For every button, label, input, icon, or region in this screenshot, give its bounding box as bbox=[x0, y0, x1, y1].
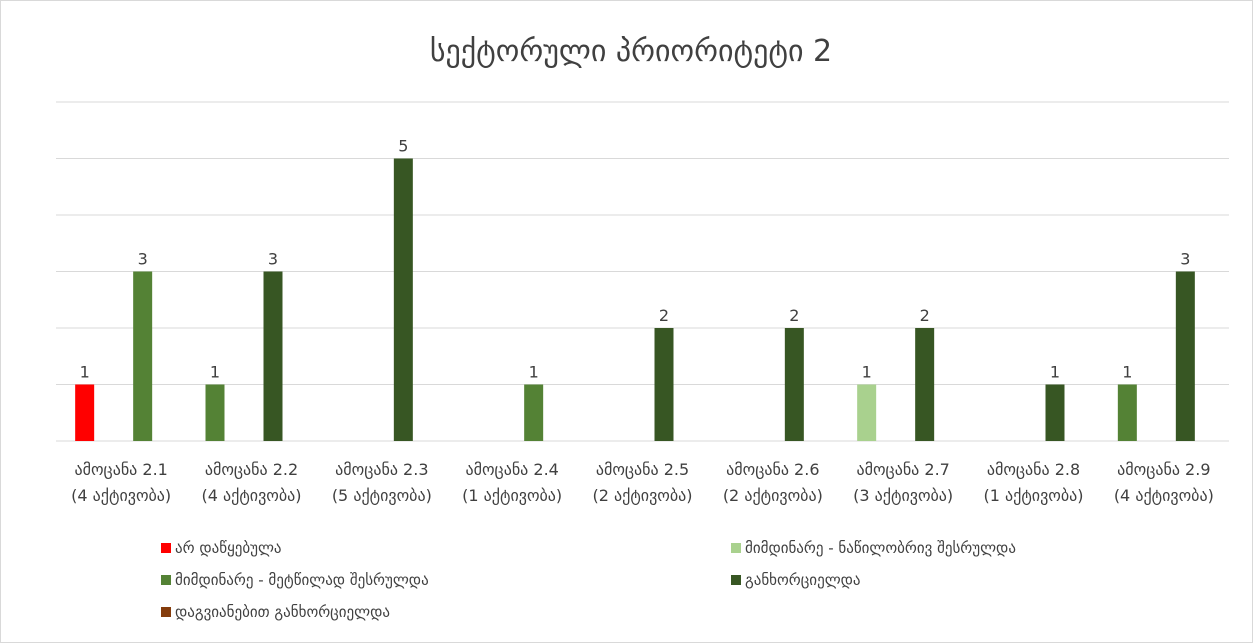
bar bbox=[1045, 384, 1065, 441]
gridlines bbox=[56, 101, 1229, 442]
legend-label: განხორციელდა bbox=[745, 571, 861, 589]
data-label: 1 bbox=[210, 363, 220, 382]
legend: არ დაწყებულა მიმდინარე - ნაწილობრივ შესრუ… bbox=[161, 539, 1016, 621]
category-label: (2 აქტივობა) bbox=[723, 486, 823, 505]
category-label: ამოცანა 2.5 bbox=[596, 460, 689, 479]
data-label: 2 bbox=[920, 306, 930, 325]
legend-swatch bbox=[161, 575, 171, 585]
legend-label: დაგვიანებით განხორციელდა bbox=[175, 603, 390, 621]
category-label: ამოცანა 2.3 bbox=[335, 460, 428, 479]
bar bbox=[654, 328, 674, 441]
data-label: 2 bbox=[789, 306, 799, 325]
bar bbox=[784, 328, 804, 441]
data-label: 5 bbox=[398, 137, 408, 156]
category-label: (1 აქტივობა) bbox=[983, 486, 1083, 505]
category-label: ამოცანა 2.1 bbox=[74, 460, 167, 479]
data-label: 1 bbox=[862, 363, 872, 382]
legend-item: დაგვიანებით განხორციელდა bbox=[161, 603, 390, 621]
data-label: 3 bbox=[268, 250, 278, 269]
category-label: (5 აქტივობა) bbox=[332, 486, 432, 505]
bar bbox=[915, 328, 935, 441]
category-label: (4 აქტივობა) bbox=[201, 486, 301, 505]
category-label: ამოცანა 2.8 bbox=[987, 460, 1080, 479]
data-label: 1 bbox=[1050, 363, 1060, 382]
legend-swatch bbox=[161, 607, 171, 617]
category-label: (4 აქტივობა) bbox=[1114, 486, 1214, 505]
category-label: ამოცანა 2.4 bbox=[465, 460, 558, 479]
category-label: (2 აქტივობა) bbox=[592, 486, 692, 505]
data-labels: 1 3 1 3 5 1 2 2 1 2 1 1 3 bbox=[80, 137, 1191, 382]
bar bbox=[1175, 271, 1195, 441]
legend-item: არ დაწყებულა bbox=[161, 539, 282, 557]
legend-label: არ დაწყებულა bbox=[175, 539, 282, 557]
category-label: (4 აქტივობა) bbox=[71, 486, 171, 505]
category-label: ამოცანა 2.9 bbox=[1117, 460, 1210, 479]
data-label: 3 bbox=[138, 250, 148, 269]
bar bbox=[1117, 384, 1137, 441]
bar bbox=[263, 271, 283, 441]
bar bbox=[205, 384, 225, 441]
legend-swatch bbox=[161, 543, 171, 553]
legend-item: მიმდინარე - მეტწილად შესრულდა bbox=[161, 571, 429, 589]
category-axis-labels: ამოცანა 2.1 (4 აქტივობა) ამოცანა 2.2 (4 აქტ… bbox=[71, 460, 1214, 505]
bar bbox=[857, 384, 877, 441]
category-label: ამოცანა 2.6 bbox=[726, 460, 819, 479]
legend-swatch bbox=[731, 575, 741, 585]
bar bbox=[75, 384, 95, 441]
bar bbox=[133, 271, 153, 441]
legend-item: განხორციელდა bbox=[731, 571, 861, 589]
legend-swatch bbox=[731, 543, 741, 553]
legend-label: მიმდინარე - ნაწილობრივ შესრულდა bbox=[745, 539, 1016, 557]
category-label: (1 აქტივობა) bbox=[462, 486, 562, 505]
chart-title: სექტორული პრიორიტეტი 2 bbox=[430, 34, 832, 69]
category-label: ამოცანა 2.7 bbox=[856, 460, 949, 479]
category-label: ამოცანა 2.2 bbox=[205, 460, 298, 479]
bar bbox=[393, 158, 413, 441]
data-label: 3 bbox=[1180, 250, 1190, 269]
data-label: 1 bbox=[529, 363, 539, 382]
category-label: (3 აქტივობა) bbox=[853, 486, 953, 505]
data-label: 2 bbox=[659, 306, 669, 325]
legend-label: მიმდინარე - მეტწილად შესრულდა bbox=[175, 571, 429, 589]
data-label: 1 bbox=[80, 363, 90, 382]
bar bbox=[524, 384, 544, 441]
data-label: 1 bbox=[1122, 363, 1132, 382]
legend-item: მიმდინარე - ნაწილობრივ შესრულდა bbox=[731, 539, 1016, 557]
bars bbox=[75, 158, 1195, 441]
